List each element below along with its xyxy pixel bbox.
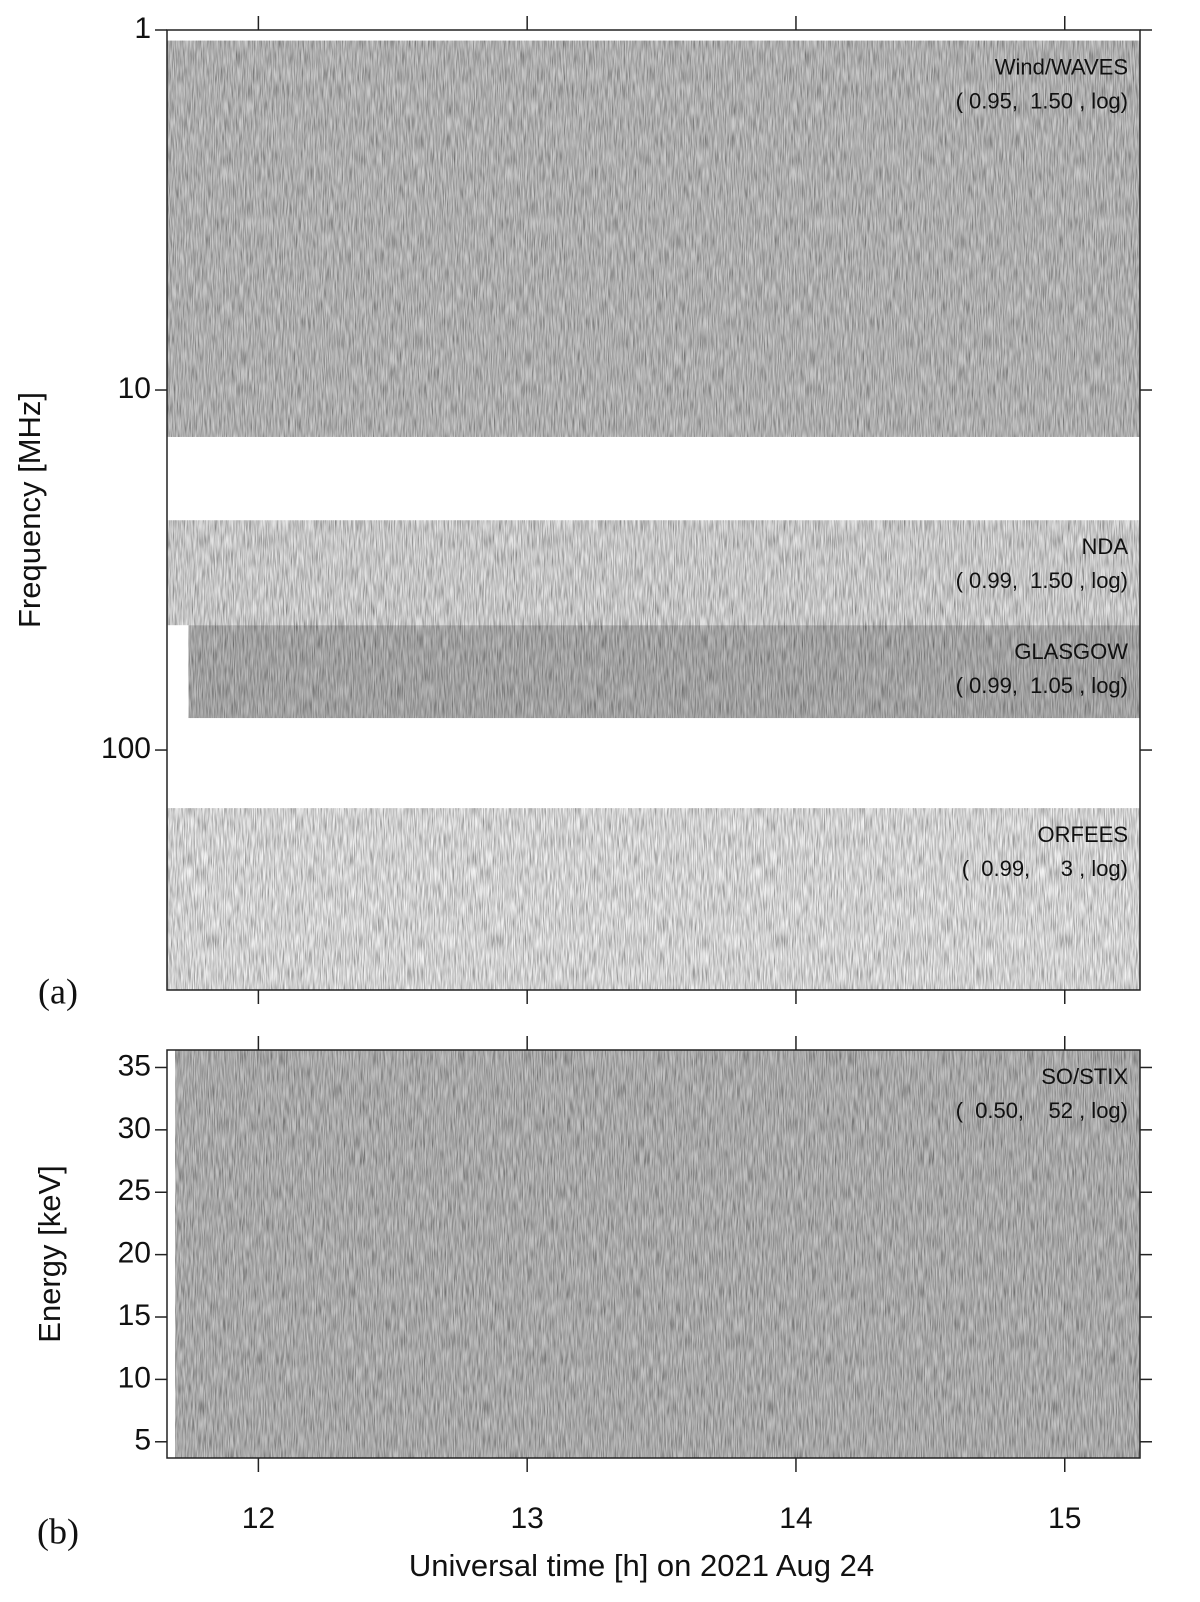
instrument-range: ( 0.99, 3 , log)	[962, 856, 1128, 881]
plot-frame	[166, 29, 1141, 991]
instrument-name: SO/STIX	[1041, 1064, 1128, 1089]
instrument-range: ( 0.99, 1.05 , log)	[956, 673, 1128, 698]
y-tick-label: 30	[118, 1112, 151, 1145]
panel-label: (a)	[38, 971, 78, 1011]
x-tick-label: 14	[779, 1502, 812, 1535]
x-axis-label: Universal time [h] on 2021 Aug 24	[409, 1548, 874, 1583]
y-tick-label: 15	[118, 1299, 151, 1332]
y-tick-label: 20	[118, 1237, 151, 1270]
instrument-range: ( 0.95, 1.50 , log)	[956, 88, 1128, 113]
x-tick-label: 12	[242, 1502, 275, 1535]
spectrogram-band	[175, 1050, 1140, 1458]
y-tick-label: 100	[101, 732, 151, 765]
instrument-name: NDA	[1082, 534, 1129, 559]
y-tick-label: 10	[118, 1361, 151, 1394]
instrument-name: Wind/WAVES	[995, 54, 1128, 79]
spectrogram-band	[167, 40, 1140, 437]
spectrogram-band	[188, 625, 1141, 719]
y-tick-label: 25	[118, 1174, 151, 1207]
instrument-range: ( 0.99, 1.50 , log)	[956, 568, 1128, 593]
x-tick-label: 13	[510, 1502, 543, 1535]
instrument-range: ( 0.50, 52 , log)	[956, 1098, 1128, 1123]
y-tick-label: 1	[134, 12, 151, 45]
y-tick-label: 10	[118, 372, 151, 405]
y-tick-label: 35	[118, 1049, 151, 1082]
y-tick-label: 5	[134, 1424, 151, 1457]
y-axis-label: Frequency [MHz]	[12, 392, 47, 628]
y-axis-label: Energy [keV]	[32, 1165, 67, 1342]
instrument-name: ORFEES	[1038, 822, 1128, 847]
x-tick-label: 15	[1048, 1502, 1081, 1535]
spectrogram-band	[167, 520, 1140, 626]
spectrogram-band	[167, 808, 1140, 990]
instrument-name: GLASGOW	[1014, 639, 1128, 664]
panel-label: (b)	[37, 1511, 79, 1551]
